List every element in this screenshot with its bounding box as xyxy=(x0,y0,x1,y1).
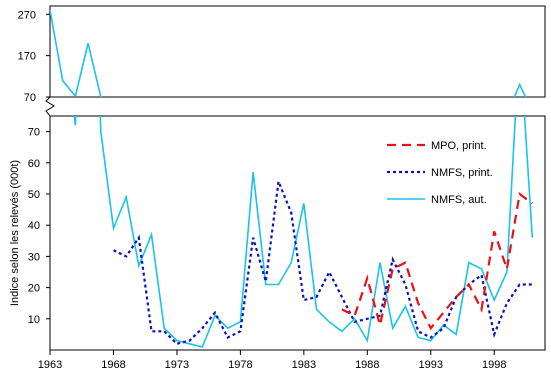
x-tick-label: 1978 xyxy=(228,359,252,371)
x-tick-label: 1963 xyxy=(38,359,62,371)
lower-y-tick-label: 70 xyxy=(28,127,40,139)
series-line-nmfs-print xyxy=(113,177,533,346)
lower-y-tick-label: 30 xyxy=(28,251,40,263)
lower-series xyxy=(73,116,534,348)
lower-y-tick-label: 40 xyxy=(28,220,40,232)
lower-plot-frame xyxy=(49,115,546,351)
series-line-mpo-print xyxy=(341,192,533,331)
x-tick-label: 1973 xyxy=(165,359,189,371)
legend-label-nmfs-print: NMFS, print. xyxy=(431,167,493,179)
x-tick-label: 1988 xyxy=(355,359,379,371)
upper-panel: 70 170 270 xyxy=(18,5,546,104)
axis-break-marker xyxy=(45,96,55,117)
lower-y-tick-label: 20 xyxy=(28,283,40,295)
x-tick-label: 1983 xyxy=(292,359,316,371)
lower-y-tick-label: 50 xyxy=(28,189,40,201)
legend: MPO, print. NMFS, print. NMFS, aut. xyxy=(387,140,493,206)
x-tick-label: 1998 xyxy=(482,359,506,371)
lower-y-tick-label: 60 xyxy=(28,158,40,170)
legend-label-nmfs-aut: NMFS, aut. xyxy=(431,194,487,206)
upper-y-tick-label: 270 xyxy=(18,9,36,21)
y-axis-label: Indice selon les relevés (000t) xyxy=(9,160,21,306)
upper-y-tick-label: 170 xyxy=(18,51,36,63)
series-line-nmfs-aut xyxy=(73,116,534,348)
x-tick-label: 1993 xyxy=(419,359,443,371)
legend-label-mpo-print: MPO, print. xyxy=(431,140,487,152)
upper-plot-frame xyxy=(49,5,546,98)
upper-series xyxy=(50,9,527,97)
upper-y-ticks: 70 170 270 xyxy=(18,9,50,104)
lower-y-ticks: 10 20 30 40 50 60 70 xyxy=(28,127,50,326)
x-ticks: 1963 1968 1973 1978 1983 1988 1993 1998 xyxy=(38,350,506,371)
x-tick-label: 1968 xyxy=(101,359,125,371)
upper-y-tick-label: 70 xyxy=(24,92,36,104)
series-line-upper-nmfs-aut xyxy=(50,9,527,97)
lower-y-tick-label: 10 xyxy=(28,314,40,326)
